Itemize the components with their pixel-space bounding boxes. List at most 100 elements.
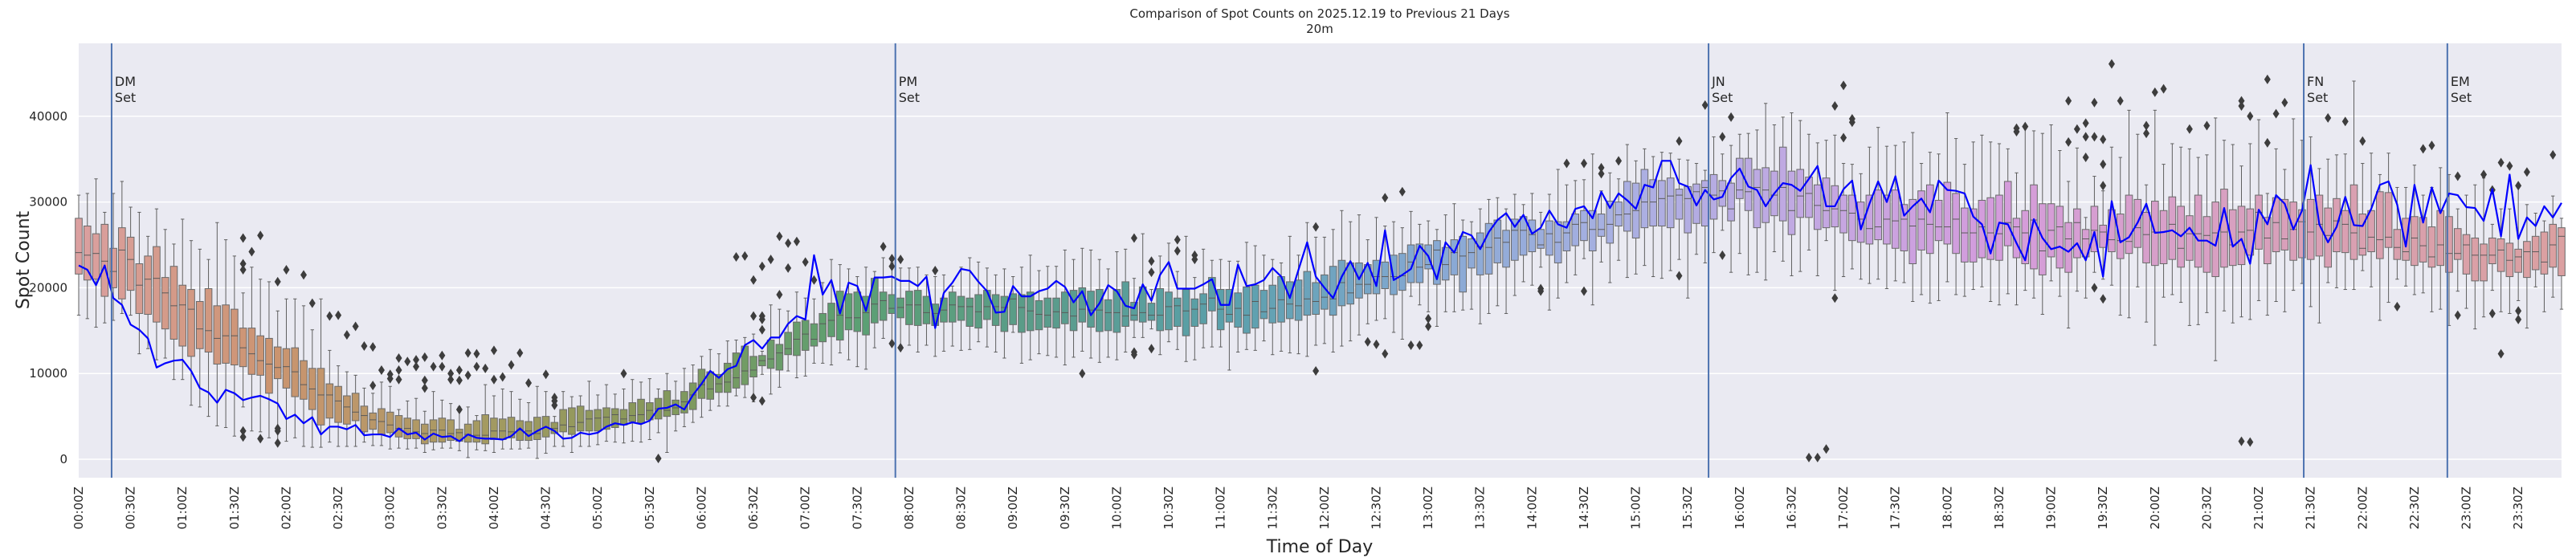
box — [256, 279, 264, 433]
outlier-point — [2082, 132, 2089, 142]
box — [2488, 223, 2496, 291]
box-iqr — [1874, 189, 1882, 241]
box-iqr — [204, 287, 213, 353]
outlier-point — [2143, 128, 2150, 139]
box — [1553, 169, 1562, 299]
box — [386, 385, 394, 450]
box-iqr — [2186, 215, 2194, 261]
box — [100, 211, 109, 324]
outlier-point — [378, 365, 385, 375]
event-label: JN — [1711, 74, 1725, 89]
box — [2505, 208, 2514, 314]
box — [1865, 146, 1874, 284]
outlier-point — [1701, 100, 1708, 110]
x-tick-label: 11:30Z — [1265, 487, 1280, 530]
x-tick-label: 08:00Z — [902, 487, 917, 530]
outlier-point — [1537, 286, 1545, 296]
x-tick-label: 06:30Z — [746, 487, 761, 530]
box-iqr — [118, 227, 126, 299]
outlier-point — [2108, 59, 2115, 69]
outlier-point — [750, 275, 757, 285]
outlier-point — [421, 383, 428, 393]
box — [663, 373, 672, 453]
box — [766, 304, 775, 395]
outlier-point — [932, 266, 939, 276]
outlier-point — [395, 374, 402, 385]
outlier-point — [758, 396, 765, 406]
outlier-point — [2238, 96, 2245, 106]
box-iqr — [672, 399, 680, 415]
x-tick-label: 07:30Z — [850, 487, 864, 530]
box-iqr — [1891, 189, 1900, 249]
box-iqr — [2384, 192, 2393, 248]
box-iqr — [1285, 281, 1294, 320]
box — [2264, 193, 2272, 316]
box-iqr — [187, 289, 195, 357]
y-tick-label: 10000 — [29, 366, 67, 381]
outlier-point — [1676, 136, 1683, 146]
box-iqr — [576, 405, 585, 432]
box-iqr — [983, 290, 991, 320]
outlier-point — [2264, 137, 2271, 148]
outlier-point — [395, 365, 402, 375]
y-gridlines — [79, 116, 2562, 460]
outlier-point — [2022, 121, 2029, 132]
box-iqr — [1165, 291, 1173, 331]
box — [1900, 141, 1909, 283]
outlier-point — [1814, 452, 1821, 462]
box — [1675, 158, 1684, 260]
outlier-point — [516, 348, 524, 358]
box-iqr — [2228, 209, 2237, 267]
box — [1268, 259, 1277, 356]
box-iqr — [83, 226, 92, 281]
outlier-point — [1580, 158, 1587, 169]
x-axis-ticks: 00:00Z 00:30Z 01:00Z 01:30Z 02:00Z 02:30Z 03:0… — [71, 487, 2525, 530]
outlier-point — [1382, 193, 1389, 203]
box-iqr — [1969, 208, 1978, 263]
box-iqr — [1917, 190, 1925, 250]
outlier-point — [421, 375, 428, 385]
box-iqr — [1035, 299, 1043, 331]
outlier-point — [776, 231, 783, 242]
outlier-point — [733, 251, 740, 262]
box-iqr — [1986, 197, 1994, 260]
box — [1511, 193, 1519, 296]
box-iqr — [394, 415, 403, 438]
box-iqr — [2514, 248, 2522, 273]
outlier-point — [880, 242, 887, 252]
outlier-point — [413, 361, 420, 372]
y-tick-label: 0 — [59, 452, 67, 466]
box — [2358, 163, 2367, 271]
box-iqr — [922, 295, 931, 324]
box-iqr — [472, 420, 481, 443]
box-iqr — [1190, 298, 1199, 327]
box-iqr — [2488, 237, 2496, 265]
box — [2462, 194, 2471, 309]
outlier-point — [352, 321, 359, 332]
box — [83, 193, 92, 320]
box-iqr — [2289, 202, 2297, 261]
box-iqr — [835, 291, 844, 341]
outlier-point — [447, 374, 455, 385]
box — [1883, 145, 1891, 289]
outlier-point — [455, 365, 463, 375]
outlier-point — [888, 254, 896, 264]
box-iqr — [1493, 219, 1502, 263]
outlier-point — [499, 372, 506, 382]
box — [1078, 247, 1087, 352]
box-iqr — [2099, 224, 2107, 248]
box-iqr — [2471, 237, 2480, 282]
box — [343, 371, 351, 447]
outlier-point — [1676, 271, 1683, 281]
box-iqr — [1545, 220, 1553, 256]
box-iqr — [360, 405, 369, 433]
box-iqr — [1078, 287, 1087, 323]
outlier-point — [785, 238, 792, 248]
x-tick-label: 18:00Z — [1940, 487, 1954, 530]
x-tick-label: 21:30Z — [2304, 487, 2318, 530]
outlier-point — [1398, 186, 1406, 197]
outlier-point — [257, 230, 264, 241]
box-iqr — [1900, 204, 1909, 251]
x-tick-label: 05:30Z — [643, 487, 657, 530]
box — [144, 235, 152, 349]
